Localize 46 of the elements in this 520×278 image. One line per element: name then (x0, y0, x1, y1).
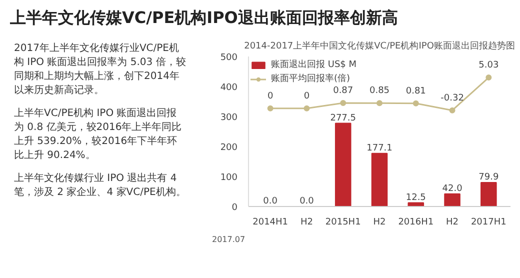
y-tick-label: 300 (220, 113, 238, 123)
data-label: 79.9 (478, 172, 499, 183)
data-label: 0.87 (333, 86, 354, 96)
point (267, 105, 274, 112)
y-tick-label: 200 (220, 143, 238, 153)
data-label: 0 (304, 91, 310, 102)
data-label: 0.0 (300, 196, 314, 206)
bar (480, 182, 497, 206)
x-tick-label: 2015H1 (325, 218, 361, 228)
x-tick-label: 2014H1 (252, 218, 288, 228)
legend-label: 账面平均回报率(倍) (271, 72, 350, 85)
text: 2017.07 (212, 234, 246, 246)
data-label: 12.5 (406, 192, 426, 203)
data-label: 0.85 (369, 86, 390, 96)
data-label: 277.5 (330, 113, 356, 124)
text: 2017年上半年文化传媒行业VC/PE机构 IPO 账面退出回报率为 5.03 倍，较同期和上期均大幅上涨，创下2014年以来历史新高记录。 (14, 42, 186, 98)
point (412, 100, 419, 106)
text: 上半年VC/PE机构 IPO 账面退出回报为 0.8 亿美元，较2016年上半年同比上升 539.20%，较2016年下半年环比上升 90.24%。 (14, 107, 183, 163)
bar (334, 122, 352, 206)
y-tick-label: 500 (220, 53, 238, 63)
point (376, 100, 382, 106)
x-tick-label: H2 (373, 218, 386, 228)
legend-label: 账面退出回报 US$ M (271, 58, 357, 71)
point (304, 105, 310, 112)
x-tick-label: 2016H1 (398, 218, 434, 228)
data-label: -0.32 (440, 93, 464, 104)
x-tick-label: 2017H1 (470, 218, 506, 228)
y-tick-label: 100 (220, 173, 238, 183)
bar (444, 193, 460, 206)
data-label: 0 (267, 91, 274, 102)
y-tick-label: 400 (220, 83, 238, 93)
y-tick-label: 0 (232, 203, 238, 213)
data-label: 42.0 (442, 184, 463, 194)
chart-title: 上半年文化传媒VC/PE机构IPO退出账面回报率创新高 (9, 7, 399, 29)
data-label: 0.0 (263, 196, 278, 206)
point (486, 74, 492, 81)
bar (371, 152, 388, 206)
point (449, 107, 456, 114)
text: 上半年文化传媒行业 IPO 退出共有 4 笔，涉及 2 家企业、4 家VC/PE机构。 (14, 172, 186, 200)
x-tick-label: H2 (446, 218, 459, 228)
x-tick-label: H2 (300, 218, 313, 228)
point (340, 100, 346, 106)
chart-subtitle: 2014-2017上半年中国文化传媒VC/PE机构IPO账面退出回报趋势图 (244, 40, 515, 52)
data-label: 177.1 (366, 143, 392, 154)
data-label: 0.81 (406, 86, 426, 96)
data-label: 5.03 (478, 60, 499, 71)
